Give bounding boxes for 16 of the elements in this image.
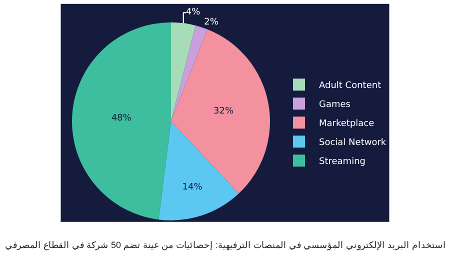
pie-slice [171, 22, 196, 122]
legend-label: Streaming [319, 157, 366, 168]
legend-label: Social Network [319, 138, 387, 148]
pie-slice [171, 25, 208, 122]
pie-slice [158, 121, 239, 220]
legend-label: Marketplace [319, 119, 375, 130]
data-label: 14% [182, 182, 203, 192]
pie-slice [171, 29, 270, 194]
legend-label: Adult Content [319, 81, 382, 92]
data-label: 48% [111, 113, 132, 124]
data-label: 2% [204, 18, 219, 28]
data-label: 32% [214, 106, 234, 116]
pie-slice [72, 22, 171, 220]
data-label: 4% [186, 8, 201, 18]
text: استخدام البريد الإلكتروني المؤسسي في المنصات الترفيهية: إحصائيات من عينة تضم 50 شركة في القطاع المصرفي [5, 240, 446, 251]
legend-label: Games [319, 100, 351, 110]
